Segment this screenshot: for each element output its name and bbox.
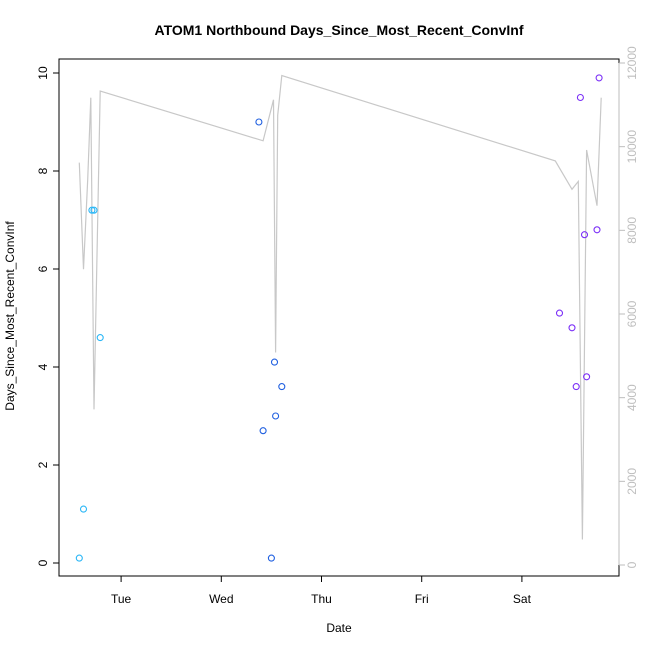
y-axis-label: Days_Since_Most_Recent_ConvInf <box>3 221 17 411</box>
right-axis-tick-label: 8000 <box>625 217 639 244</box>
left-axis-tick-label: 6 <box>36 265 50 272</box>
x-axis-label: Date <box>326 621 352 635</box>
line-series-right-axis <box>78 74 602 540</box>
data-point <box>576 93 584 102</box>
x-axis-tick-label: Thu <box>311 592 332 606</box>
left-axis-tick-label: 0 <box>36 559 50 566</box>
left-y-axis: 0 2 4 6 8 10 <box>36 66 60 566</box>
chart-title: ATOM1 Northbound Days_Since_Most_Recent_… <box>155 22 524 38</box>
data-point <box>267 554 275 562</box>
right-y-axis: 0 2000 4000 6000 8000 10000 12000 <box>618 46 639 568</box>
data-point <box>96 334 104 342</box>
data-point <box>568 324 576 332</box>
x-axis: Tue Wed Thu Fri Sat <box>111 575 532 606</box>
left-axis-tick-label: 4 <box>36 363 50 370</box>
data-point <box>88 206 96 214</box>
data-point <box>580 231 589 239</box>
right-axis-tick-label: 6000 <box>625 300 639 327</box>
x-axis-tick-label: Fri <box>415 592 429 606</box>
right-axis-tick-label: 12000 <box>625 46 639 80</box>
x-axis-tick-label: Tue <box>111 592 132 606</box>
data-point <box>593 226 601 234</box>
right-axis-tick-label: 2000 <box>625 468 639 495</box>
points-layer <box>75 74 603 562</box>
right-axis-line-layer <box>78 74 602 540</box>
data-point <box>583 373 591 381</box>
data-point <box>259 427 267 435</box>
data-point <box>90 206 98 214</box>
data-point <box>79 505 88 513</box>
data-point <box>595 74 603 82</box>
data-point <box>278 383 286 391</box>
data-point <box>555 309 564 317</box>
left-axis-tick-label: 10 <box>36 66 50 80</box>
right-axis-tick-label: 4000 <box>625 384 639 411</box>
data-point <box>572 383 580 391</box>
data-point <box>272 412 280 420</box>
x-axis-tick-label: Sat <box>513 592 532 606</box>
data-point <box>255 118 263 126</box>
left-axis-tick-label: 2 <box>36 461 50 468</box>
right-axis-tick-label: 0 <box>625 561 639 568</box>
right-axis-tick-label: 10000 <box>625 130 639 164</box>
data-point <box>270 358 279 366</box>
left-axis-tick-label: 8 <box>36 167 50 174</box>
data-point <box>75 554 83 562</box>
x-axis-tick-label: Wed <box>209 592 233 606</box>
